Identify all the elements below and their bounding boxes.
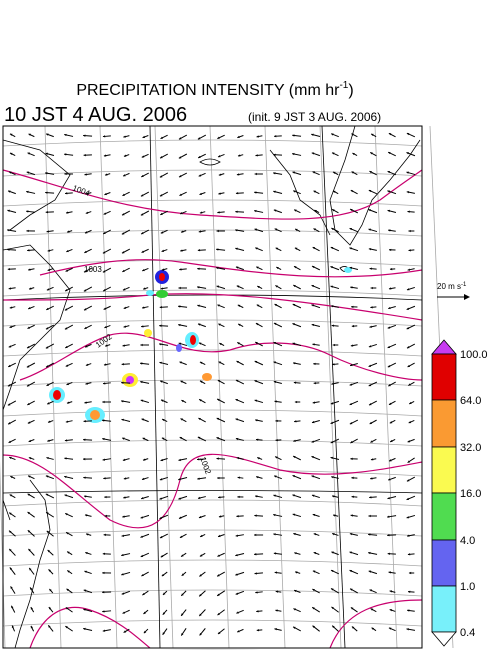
precip-cell — [144, 329, 152, 337]
colorbar-label: 16.0 — [460, 488, 481, 500]
reference-vector: 20 m s-1 — [437, 282, 470, 300]
colorbar-label: 32.0 — [460, 442, 481, 454]
colorbar-bin — [432, 540, 456, 586]
colorbar — [432, 340, 456, 646]
title-close: ) — [348, 82, 353, 99]
colorbar-bin — [432, 354, 456, 400]
reference-label-text: 20 m s — [437, 282, 461, 291]
colorbar-bin — [432, 447, 456, 493]
precip-cell — [176, 344, 182, 352]
precip-cell — [202, 373, 212, 381]
colorbar-label: 64.0 — [460, 395, 481, 407]
precip-cell — [190, 335, 196, 345]
init-time: (init. 9 JST 3 AUG. 2006) — [248, 110, 381, 124]
colorbar-overflow — [432, 340, 456, 354]
colorbar-label: 1.0 — [460, 581, 475, 593]
colorbar-bin — [432, 493, 456, 540]
colorbar-bin — [432, 400, 456, 447]
colorbar-label: 100.0 — [460, 349, 488, 361]
precip-cell — [146, 290, 154, 296]
reference-exponent: -1 — [461, 282, 467, 288]
colorbar-labels: 100.0 64.0 32.0 16.0 4.0 1.0 0.4 — [460, 349, 488, 639]
precip-cell — [159, 273, 165, 281]
reference-arrowhead — [464, 294, 470, 300]
title: PRECIPITATION INTENSITY (mm hr-1) — [76, 80, 353, 99]
precip-cell — [156, 290, 168, 298]
precip-cell — [90, 410, 100, 420]
precip-cell — [53, 390, 61, 400]
title-text: PRECIPITATION INTENSITY (mm hr — [76, 82, 340, 99]
reference-label: 20 m s-1 — [437, 282, 467, 291]
isobar-label: 1003 — [84, 265, 102, 274]
map: 1004 1003 1002 1002 — [0, 126, 453, 650]
colorbar-label: 4.0 — [460, 535, 475, 547]
colorbar-label: 0.4 — [460, 627, 475, 639]
colorbar-bin — [432, 586, 456, 632]
valid-time: 10 JST 4 AUG. 2006 — [4, 104, 187, 126]
